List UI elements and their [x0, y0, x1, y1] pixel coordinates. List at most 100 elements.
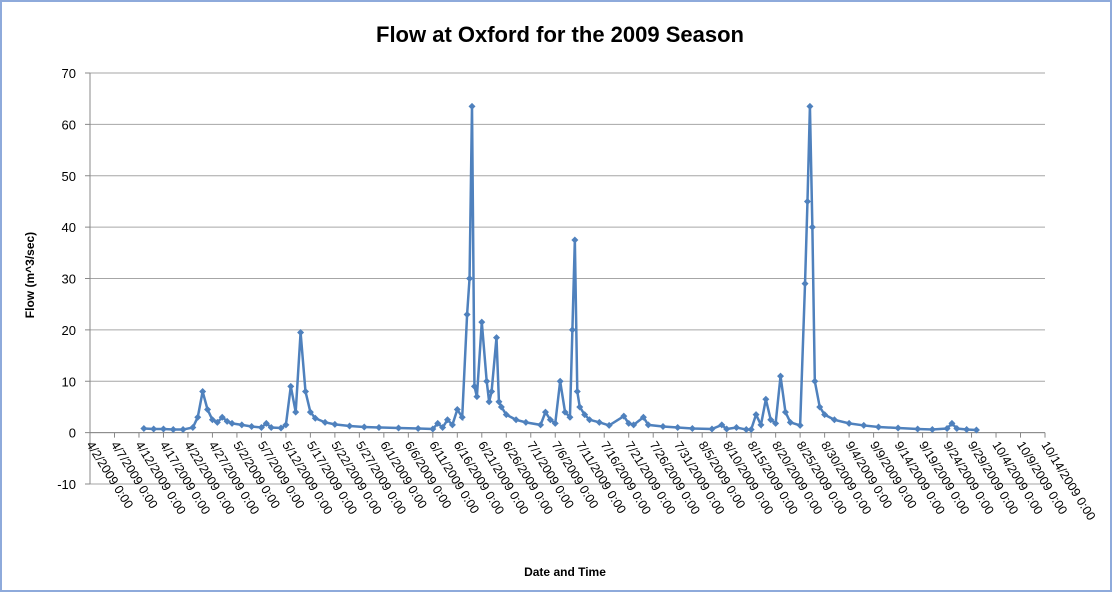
data-point	[346, 422, 354, 430]
data-point	[894, 424, 902, 432]
data-point	[573, 388, 581, 396]
y-tick-label: 70	[62, 66, 76, 81]
data-point	[551, 419, 559, 427]
data-point	[194, 413, 202, 421]
data-point	[282, 421, 290, 429]
data-point	[414, 425, 422, 433]
data-point	[723, 425, 731, 433]
data-point	[576, 403, 584, 411]
data-point	[732, 423, 740, 431]
data-point	[238, 421, 246, 429]
data-point	[267, 423, 275, 431]
data-point	[747, 426, 755, 434]
data-point	[762, 395, 770, 403]
data-point	[688, 425, 696, 433]
data-point	[546, 416, 554, 424]
data-point	[537, 421, 545, 429]
data-point	[757, 421, 765, 429]
data-point	[292, 408, 300, 416]
data-point	[502, 411, 510, 419]
y-tick-label: 50	[62, 169, 76, 184]
data-point	[718, 421, 726, 429]
data-point	[468, 102, 476, 110]
data-point	[311, 414, 319, 422]
data-point	[767, 416, 775, 424]
data-point	[595, 418, 603, 426]
data-point	[444, 416, 452, 424]
data-point	[972, 426, 980, 434]
data-point	[262, 419, 270, 427]
x-axis-label: Date and Time	[524, 565, 606, 579]
data-point	[497, 403, 505, 411]
data-point	[566, 413, 574, 421]
data-point	[777, 372, 785, 380]
y-tick-label: 60	[62, 117, 76, 132]
data-point	[306, 408, 314, 416]
data-point	[228, 419, 236, 427]
data-point	[860, 421, 868, 429]
data-point	[169, 426, 177, 434]
data-point	[708, 425, 716, 433]
data-point	[816, 403, 824, 411]
data-point	[483, 377, 491, 385]
data-point	[522, 418, 530, 426]
data-point	[360, 423, 368, 431]
data-point	[568, 326, 576, 334]
data-point	[928, 426, 936, 434]
data-point	[257, 423, 265, 431]
data-point	[803, 197, 811, 205]
chart-title: Flow at Oxford for the 2009 Season	[376, 22, 744, 47]
data-point	[808, 223, 816, 231]
data-point	[752, 411, 760, 419]
data-point	[786, 418, 794, 426]
data-point	[605, 421, 613, 429]
data-point	[512, 416, 520, 424]
data-point	[204, 406, 212, 414]
data-point	[395, 424, 403, 432]
data-point	[806, 102, 814, 110]
data-point	[301, 388, 309, 396]
data-point	[159, 425, 167, 433]
y-axis-label: Flow (m^3/sec)	[23, 232, 37, 318]
data-point	[644, 421, 652, 429]
data-point	[659, 422, 667, 430]
data-point	[541, 408, 549, 416]
data-point	[674, 423, 682, 431]
data-point	[297, 328, 305, 336]
data-point	[179, 426, 187, 434]
data-point	[218, 413, 226, 421]
data-point	[140, 425, 148, 433]
data-point	[948, 419, 956, 427]
data-point	[321, 418, 329, 426]
y-tick-label: 30	[62, 272, 76, 287]
data-point	[830, 416, 838, 424]
data-point	[492, 334, 500, 342]
data-point	[811, 377, 819, 385]
data-point	[556, 377, 564, 385]
data-point	[620, 412, 628, 420]
data-point	[561, 408, 569, 416]
data-point	[189, 423, 197, 431]
data-point	[150, 425, 158, 433]
data-point	[287, 382, 295, 390]
data-point	[639, 413, 647, 421]
data-point	[375, 423, 383, 431]
data-point	[453, 406, 461, 414]
data-point	[796, 421, 804, 429]
data-point	[943, 425, 951, 433]
data-point	[208, 416, 216, 424]
data-point	[429, 425, 437, 433]
data-point	[439, 423, 447, 431]
data-point	[630, 421, 638, 429]
data-point	[586, 416, 594, 424]
data-point	[458, 413, 466, 421]
data-point	[581, 411, 589, 419]
data-point	[845, 419, 853, 427]
data-point	[213, 418, 221, 426]
data-point	[914, 425, 922, 433]
data-point	[801, 280, 809, 288]
data-point	[199, 388, 207, 396]
y-tick-label: 0	[69, 426, 76, 441]
y-tick-label: 20	[62, 323, 76, 338]
